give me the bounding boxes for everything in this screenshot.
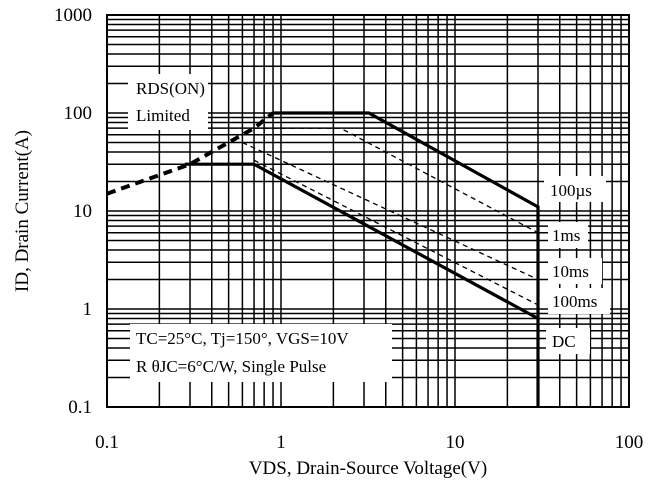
y-tick-label: 1 xyxy=(83,299,93,320)
grid-layer xyxy=(107,15,629,407)
series-line-dc xyxy=(184,162,539,320)
tick-layer: 0.1 1 10 100 0.1 1 10 100 1000 xyxy=(54,5,643,453)
conditions-line1: TC=25°C, Tj=150°, VGS=10V xyxy=(136,329,349,348)
y-tick-label: 0.1 xyxy=(68,397,92,418)
series-line-10ms xyxy=(242,141,539,281)
y-axis-label: ID, Drain Current(A) xyxy=(12,130,33,292)
x-tick-label: 0.1 xyxy=(95,432,119,453)
y-tick-label: 1000 xyxy=(54,5,92,26)
y-tick-label: 10 xyxy=(73,201,92,222)
rds-label-box xyxy=(128,74,208,130)
plot-frame xyxy=(106,14,630,408)
series-line-rds-on-limited xyxy=(106,111,275,196)
series-line-100ms xyxy=(253,159,539,306)
series-label-100us: 100µs xyxy=(550,181,592,200)
label-100ms-box xyxy=(548,288,610,314)
series-label-1ms: 1ms xyxy=(552,226,580,245)
series-line-1ms xyxy=(254,127,539,234)
x-axis-label: VDS, Drain-Source Voltage(V) xyxy=(249,458,487,479)
x-tick-label: 1 xyxy=(276,432,286,453)
rds-label-line2: Limited xyxy=(136,106,190,125)
label-10ms-box xyxy=(548,258,602,284)
label-1ms-box xyxy=(548,222,588,248)
conditions-box xyxy=(130,324,392,382)
series-label-10ms: 10ms xyxy=(552,262,589,281)
label-dc-box xyxy=(546,328,590,354)
rds-label-line1: RDS(ON) xyxy=(136,79,205,98)
x-tick-label: 100 xyxy=(615,432,644,453)
y-tick-label: 100 xyxy=(64,103,93,124)
series-label-dc: DC xyxy=(552,332,576,351)
label-100us-box xyxy=(544,176,606,202)
series-line-100-s xyxy=(273,111,540,407)
x-tick-label: 10 xyxy=(446,432,465,453)
conditions-line2: R θJC=6°C/W, Single Pulse xyxy=(136,357,326,376)
series-layer xyxy=(106,111,540,407)
series-label-100ms: 100ms xyxy=(552,292,597,311)
